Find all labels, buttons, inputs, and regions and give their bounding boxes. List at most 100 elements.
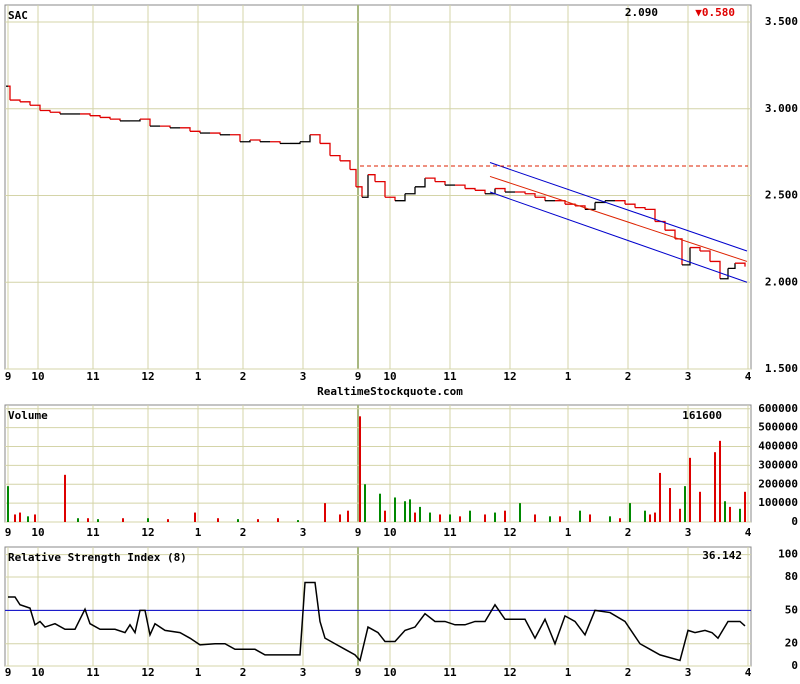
price-step [320, 142, 331, 156]
price-step [375, 180, 386, 198]
y-tick-label: 600000 [758, 402, 798, 415]
x-tick-label: 1 [195, 526, 202, 539]
x-tick-label: 9 [5, 666, 12, 679]
price-step [525, 193, 536, 198]
x-tick-label: 12 [503, 370, 516, 383]
price-step [625, 203, 636, 208]
y-tick-label: 3.000 [765, 102, 798, 115]
x-tick-label: 11 [443, 666, 457, 679]
price-step [140, 118, 151, 127]
price-step [368, 174, 376, 182]
x-tick-label: 3 [685, 370, 692, 383]
price-step [475, 189, 486, 194]
y-tick-label: 400000 [758, 440, 798, 453]
last-value: 36.142 [702, 549, 742, 562]
x-tick-label: 2 [240, 370, 247, 383]
panel-title: Volume [8, 409, 48, 422]
x-tick-label: 2 [625, 526, 632, 539]
trend-line [489, 162, 748, 252]
price-step [690, 246, 701, 252]
trend-line [489, 175, 748, 262]
price-step [395, 193, 406, 202]
x-tick-label: 9 [355, 666, 362, 679]
price: 2.090 [625, 6, 658, 19]
price-step [20, 101, 31, 106]
x-tick-label: 10 [31, 526, 44, 539]
y-tick-label: 0 [791, 515, 798, 528]
price-step [535, 196, 546, 201]
panel [4, 4, 752, 370]
price-step [415, 178, 426, 188]
price-step [425, 177, 436, 182]
x-tick-label: 10 [383, 526, 396, 539]
x-tick-label: 10 [383, 666, 396, 679]
price-step [230, 134, 241, 142]
price-step [435, 180, 446, 186]
x-tick-label: 10 [31, 370, 44, 383]
price-step [665, 229, 676, 239]
x-tick-label: 2 [625, 370, 632, 383]
y-tick-label: 1.500 [765, 362, 798, 375]
price-step [8, 85, 11, 101]
price-step [30, 104, 41, 111]
y-tick-label: 100 [778, 548, 798, 561]
x-tick-label: 10 [31, 666, 44, 679]
x-tick-label: 12 [503, 526, 516, 539]
x-tick-label: 1 [565, 526, 572, 539]
x-tick-label: 11 [86, 526, 100, 539]
panel-title: SAC [8, 9, 28, 22]
y-tick-label: 20 [785, 637, 798, 650]
y-tick-label: 3.500 [765, 15, 798, 28]
x-tick-label: 11 [86, 666, 100, 679]
y-tick-label: 2.000 [765, 275, 798, 288]
x-tick-label: 1 [195, 666, 202, 679]
x-tick-label: 9 [355, 370, 362, 383]
price-step [385, 196, 396, 201]
price-step [700, 250, 711, 262]
y-tick-label: 300000 [758, 458, 798, 471]
x-tick-label: 11 [443, 526, 457, 539]
price-step [615, 200, 626, 205]
x-tick-label: 3 [685, 666, 692, 679]
x-tick-label: 12 [141, 526, 154, 539]
panel [4, 404, 752, 523]
x-tick-label: 4 [745, 526, 752, 539]
price-step [645, 208, 656, 222]
x-tick-label: 3 [300, 526, 307, 539]
x-tick-label: 12 [141, 370, 154, 383]
x-tick-label: 10 [383, 370, 396, 383]
x-tick-label: 9 [5, 370, 12, 383]
x-tick-label: 1 [195, 370, 202, 383]
last-value: 161600 [682, 409, 722, 422]
price-step [735, 262, 746, 267]
y-tick-label: 100000 [758, 496, 798, 509]
x-tick-label: 3 [685, 526, 692, 539]
x-tick-label: 9 [5, 526, 12, 539]
source: RealtimeStockquote.com [317, 385, 463, 398]
y-tick-label: 0 [791, 659, 798, 672]
price-step [340, 160, 351, 170]
price-step [682, 247, 691, 266]
rsi-line [8, 581, 746, 662]
y-tick-label: 2.500 [765, 189, 798, 202]
y-tick-label: 500000 [758, 421, 798, 434]
price-step [330, 154, 341, 161]
panel-title: Relative Strength Index (8) [8, 551, 187, 564]
change: ▼0.580 [695, 6, 735, 19]
x-tick-label: 11 [443, 370, 457, 383]
price-step [455, 184, 466, 189]
price-step [300, 134, 311, 143]
price-step [655, 220, 666, 231]
x-tick-label: 4 [745, 666, 752, 679]
x-tick-label: 11 [86, 370, 100, 383]
trend-line [489, 191, 748, 283]
panel [4, 546, 752, 667]
x-tick-label: 3 [300, 666, 307, 679]
x-tick-label: 1 [565, 370, 572, 383]
price-step [362, 174, 369, 198]
price-step [720, 268, 729, 280]
y-tick-label: 80 [785, 570, 798, 583]
x-tick-label: 2 [625, 666, 632, 679]
price-step [495, 187, 506, 193]
